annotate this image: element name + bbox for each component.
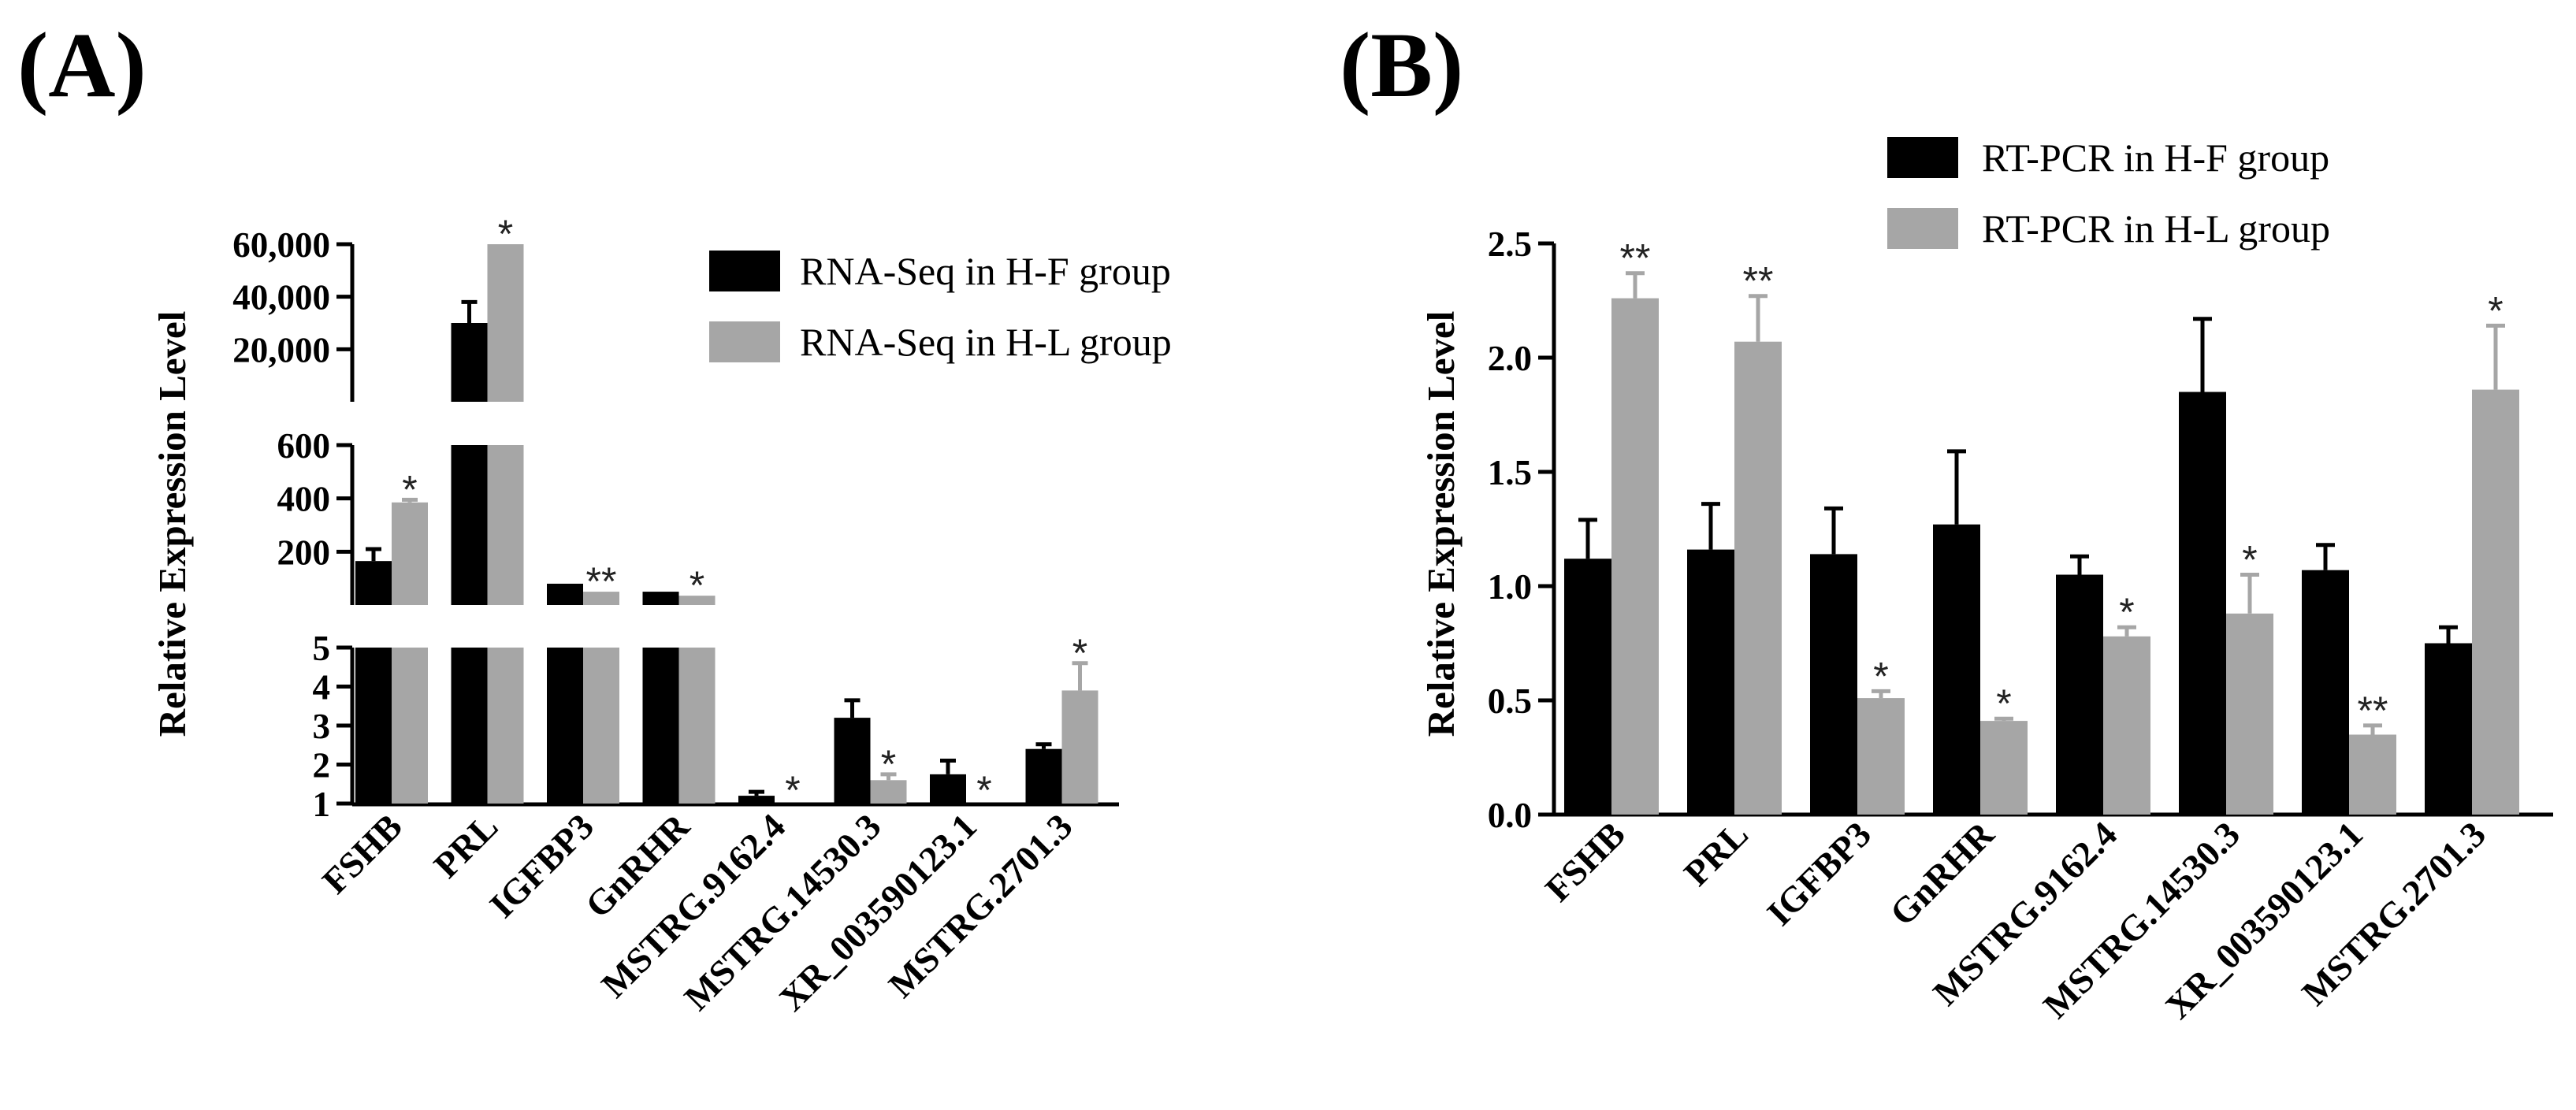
bar-rna-seq-in-h-f-group-xr-003590123-1: [930, 774, 966, 804]
y-tick-label: 5: [313, 629, 331, 668]
bar-rt-pcr-in-h-f-group-igfbp3: [1810, 554, 1857, 815]
legend-a: RNA-Seq in H-F group RNA-Seq in H-L group: [709, 249, 1172, 364]
category-label-gnrhr: GnRHR: [1882, 813, 2002, 933]
significance-marker: *: [881, 742, 896, 786]
bar-rt-pcr-in-h-l-group-prl: [1734, 341, 1782, 815]
bar-rt-pcr-in-h-l-group-mstrg-14530-3: [2226, 613, 2273, 815]
significance-marker: *: [1072, 631, 1087, 675]
y-tick-label: 1.0: [1488, 567, 1532, 607]
category-label-fshb: FSHB: [1537, 814, 1633, 909]
significance-marker: **: [1620, 236, 1651, 280]
y-tick-label: 40,000: [232, 278, 330, 317]
legend-swatch-rna-seq-in-h-l-group: [709, 321, 780, 362]
category-label-prl: PRL: [426, 806, 505, 885]
category-label-igfbp3: IGFBP3: [481, 806, 601, 926]
y-tick-label: 2.5: [1488, 225, 1532, 264]
significance-marker: *: [976, 768, 991, 812]
y-tick-label: 4: [313, 668, 331, 707]
bar-rt-pcr-in-h-f-group-prl: [1687, 549, 1734, 815]
panel-label-b: (B): [1340, 13, 1463, 117]
panel-label-a: (A): [17, 13, 147, 117]
bar-rt-pcr-in-h-l-group-mstrg-9162-4: [2103, 636, 2150, 815]
legend-label-rna-seq-in-h-f-group: RNA-Seq in H-F group: [800, 249, 1171, 293]
legend-label-rt-pcr-in-h-f-group: RT-PCR in H-F group: [1982, 136, 2329, 180]
y-tick-label: 2.0: [1488, 339, 1532, 378]
bar-rna-seq-in-h-f-group-gnrhr: [642, 592, 679, 605]
y-tick-label: 2: [313, 746, 331, 785]
y-axis-label: Relative Expression Level: [151, 311, 194, 737]
significance-marker: *: [1996, 681, 2011, 726]
bar-rt-pcr-in-h-l-group-fshb: [1611, 298, 1659, 815]
y-tick-label: 20,000: [232, 330, 330, 369]
significance-marker: *: [690, 563, 704, 607]
bar-rna-seq-in-h-f-group-mstrg-2701-3: [1025, 748, 1062, 804]
category-label-igfbp3: IGFBP3: [1759, 814, 1879, 934]
significance-marker: *: [498, 212, 513, 256]
panel-b: (B) 0.0 0.5 1.0 1.5 2.0 2.5 Relative Expression…: [1340, 13, 2553, 1026]
y-tick-label: 200: [277, 533, 331, 572]
bar-rna-seq-in-h-f-group-igfbp3: [547, 583, 583, 605]
bar-rna-seq-in-h-l-group-fshb: [392, 502, 428, 605]
significance-marker: **: [586, 559, 617, 603]
bar-rt-pcr-in-h-f-group-xr-003590123-1: [2302, 570, 2349, 815]
bar-rna-seq-in-h-l-group-igfbp3: [583, 592, 619, 605]
bar-rna-seq-in-h-l-group-mstrg-14530-3: [870, 780, 907, 804]
legend-label-rna-seq-in-h-l-group: RNA-Seq in H-L group: [800, 320, 1172, 364]
y-tick-label: 0.0: [1488, 796, 1532, 835]
bar-rt-pcr-in-h-f-group-mstrg-9162-4: [2056, 574, 2103, 815]
bar-rt-pcr-in-h-l-group-mstrg-2701-3: [2472, 389, 2519, 815]
significance-marker: *: [1873, 654, 1888, 698]
y-tick-label: 3: [313, 707, 331, 746]
bar-rna-seq-in-h-f-group-prl: [451, 323, 488, 402]
significance-marker: **: [1743, 259, 1774, 303]
bar-rna-seq-in-h-f-group-fshb: [355, 561, 392, 605]
bar-rna-seq-in-h-l-group-gnrhr: [678, 648, 716, 804]
y-tick-label: 60,000: [232, 225, 330, 265]
bar-rna-seq-in-h-l-group-prl: [487, 648, 524, 804]
legend-label-rt-pcr-in-h-l-group: RT-PCR in H-L group: [1982, 206, 2330, 251]
bar-rna-seq-in-h-f-group-mstrg-14530-3: [834, 718, 871, 804]
significance-marker: *: [2119, 590, 2134, 634]
bar-rna-seq-in-h-f-group-gnrhr: [642, 648, 679, 804]
bar-rt-pcr-in-h-f-group-fshb: [1564, 559, 1611, 815]
legend-swatch-rt-pcr-in-h-f-group: [1887, 137, 1958, 178]
bar-rna-seq-in-h-f-group-prl: [451, 445, 488, 605]
bar-rna-seq-in-h-l-group-mstrg-2701-3: [1061, 690, 1098, 804]
significance-marker: **: [2358, 689, 2388, 733]
significance-marker: *: [2242, 538, 2257, 582]
bar-rna-seq-in-h-l-group-gnrhr: [678, 596, 716, 605]
bar-rna-seq-in-h-l-group-prl: [487, 445, 524, 605]
significance-marker: *: [402, 467, 417, 511]
bar-rna-seq-in-h-l-group-prl: [487, 244, 524, 402]
significance-marker: *: [785, 768, 800, 812]
y-tick-label: 600: [277, 426, 331, 466]
bar-rt-pcr-in-h-f-group-mstrg-2701-3: [2425, 643, 2472, 815]
significance-marker: *: [2488, 288, 2503, 332]
bar-rt-pcr-in-h-l-group-igfbp3: [1857, 698, 1905, 815]
legend-b: RT-PCR in H-F group RT-PCR in H-L group: [1887, 136, 2330, 251]
legend-swatch-rna-seq-in-h-f-group: [709, 251, 780, 291]
bar-rna-seq-in-h-f-group-igfbp3: [547, 648, 583, 804]
bar-rna-seq-in-h-l-group-igfbp3: [583, 648, 619, 804]
bar-rt-pcr-in-h-f-group-gnrhr: [1933, 524, 1980, 815]
y-tick-label: 0.5: [1488, 681, 1532, 721]
bar-rt-pcr-in-h-l-group-gnrhr: [1980, 721, 2028, 815]
legend-swatch-rt-pcr-in-h-l-group: [1887, 208, 1958, 249]
bar-rt-pcr-in-h-l-group-xr-003590123-1: [2349, 734, 2396, 815]
bar-rna-seq-in-h-l-group-fshb: [392, 648, 428, 804]
y-tick-label: 1.5: [1488, 453, 1532, 492]
category-label-prl: PRL: [1676, 814, 1756, 893]
y-tick-label: 1: [313, 785, 331, 824]
bar-rna-seq-in-h-f-group-prl: [451, 648, 488, 804]
y-tick-label: 400: [277, 480, 331, 519]
bar-rna-seq-in-h-f-group-fshb: [355, 648, 392, 804]
y-axis-label: Relative Expression Level: [1419, 311, 1463, 737]
bar-rna-seq-in-h-f-group-mstrg-9162-4: [738, 796, 775, 804]
bar-rt-pcr-in-h-f-group-mstrg-14530-3: [2179, 392, 2226, 815]
